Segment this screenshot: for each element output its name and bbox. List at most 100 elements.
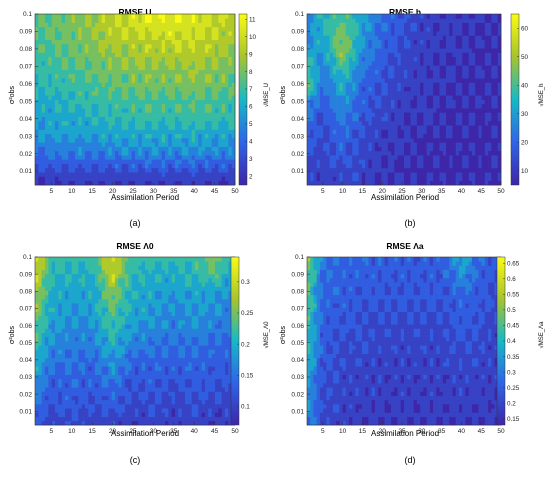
- contour-cell: [394, 31, 398, 36]
- contour-cell: [75, 117, 79, 122]
- contour-cell: [215, 31, 219, 36]
- contour-cell: [365, 129, 369, 134]
- contour-cell: [339, 151, 343, 156]
- contour-cell: [102, 181, 106, 186]
- contour-cell: [198, 82, 202, 87]
- contour-cell: [82, 172, 86, 177]
- contour-cell: [459, 159, 463, 164]
- contour-cell: [475, 129, 479, 134]
- contour-cell: [475, 48, 479, 53]
- contour-cell: [404, 100, 408, 105]
- contour-cell: [378, 138, 382, 143]
- contour-cell: [195, 112, 199, 117]
- contour-cell: [162, 100, 166, 105]
- contour-cell: [112, 181, 116, 186]
- contour-cell: [398, 125, 402, 130]
- contour-cell: [346, 100, 350, 105]
- contour-cell: [98, 117, 102, 122]
- contour-cell: [165, 87, 169, 92]
- contour-cell: [78, 134, 82, 139]
- contour-cell: [55, 134, 59, 139]
- contour-cell: [368, 104, 372, 109]
- contour-cell: [198, 87, 202, 92]
- contour-cell: [307, 31, 311, 36]
- contour-cell: [178, 78, 182, 83]
- contour-cell: [482, 181, 486, 186]
- contour-cell: [125, 159, 129, 164]
- contour-cell: [417, 181, 421, 186]
- contour-cell: [436, 159, 440, 164]
- contour-cell: [343, 147, 347, 152]
- contour-cell: [102, 121, 106, 126]
- contour-cell: [125, 176, 129, 181]
- contour-cell: [218, 134, 222, 139]
- contour-cell: [95, 108, 99, 113]
- contour-cell: [482, 108, 486, 113]
- contour-cell: [475, 40, 479, 45]
- contour-cell: [372, 108, 376, 113]
- contour-cell: [102, 168, 106, 173]
- contour-cell: [192, 48, 196, 53]
- contour-cell: [38, 108, 42, 113]
- contour-cell: [472, 176, 476, 181]
- contour-cell: [472, 78, 476, 83]
- contour-cell: [414, 164, 418, 169]
- contour-cell: [122, 125, 126, 130]
- contour-cell: [52, 95, 56, 100]
- contour-cell: [158, 78, 162, 83]
- contour-cell: [122, 57, 126, 62]
- contour-cell: [456, 82, 460, 87]
- contour-cell: [132, 70, 136, 75]
- contour-cell: [152, 70, 156, 75]
- contour-cell: [42, 87, 46, 92]
- contour-cell: [205, 125, 209, 130]
- contour-cell: [491, 134, 495, 139]
- contour-cell: [469, 95, 473, 100]
- contour-cell: [368, 108, 372, 113]
- contour-cell: [45, 44, 49, 49]
- contour-cell: [155, 117, 159, 122]
- contour-cell: [459, 151, 463, 156]
- contour-cell: [145, 70, 149, 75]
- contour-cell: [102, 129, 106, 134]
- panel-b-colorbar-label: √MSE_h: [538, 84, 545, 107]
- contour-cell: [38, 138, 42, 143]
- contour-cell: [142, 125, 146, 130]
- contour-cell: [155, 172, 159, 177]
- contour-cell: [188, 108, 192, 113]
- contour-cell: [404, 40, 408, 45]
- contour-cell: [82, 18, 86, 23]
- contour-cell: [407, 168, 411, 173]
- contour-cell: [459, 40, 463, 45]
- contour-cell: [198, 23, 202, 28]
- contour-cell: [465, 138, 469, 143]
- contour-cell: [225, 95, 229, 100]
- contour-cell: [475, 125, 479, 130]
- contour-cell: [443, 87, 447, 92]
- contour-cell: [95, 147, 99, 152]
- contour-cell: [148, 61, 152, 66]
- contour-cell: [35, 421, 39, 426]
- contour-cell: [407, 48, 411, 53]
- contour-cell: [78, 70, 82, 75]
- contour-cell: [215, 82, 219, 87]
- contour-cell: [323, 147, 327, 152]
- contour-cell: [225, 70, 229, 75]
- contour-cell: [398, 40, 402, 45]
- contour-cell: [472, 100, 476, 105]
- contour-cell: [35, 87, 39, 92]
- contour-cell: [118, 87, 122, 92]
- contour-cell: [158, 40, 162, 45]
- contour-cell: [155, 95, 159, 100]
- contour-cell: [172, 100, 176, 105]
- contour-cell: [459, 176, 463, 181]
- contour-cell: [115, 35, 119, 40]
- contour-cell: [205, 48, 209, 53]
- contour-cell: [478, 125, 482, 130]
- contour-cell: [310, 117, 314, 122]
- contour-cell: [456, 48, 460, 53]
- contour-cell: [35, 159, 39, 164]
- contour-cell: [410, 44, 414, 49]
- contour-cell: [222, 164, 226, 169]
- contour-cell: [430, 95, 434, 100]
